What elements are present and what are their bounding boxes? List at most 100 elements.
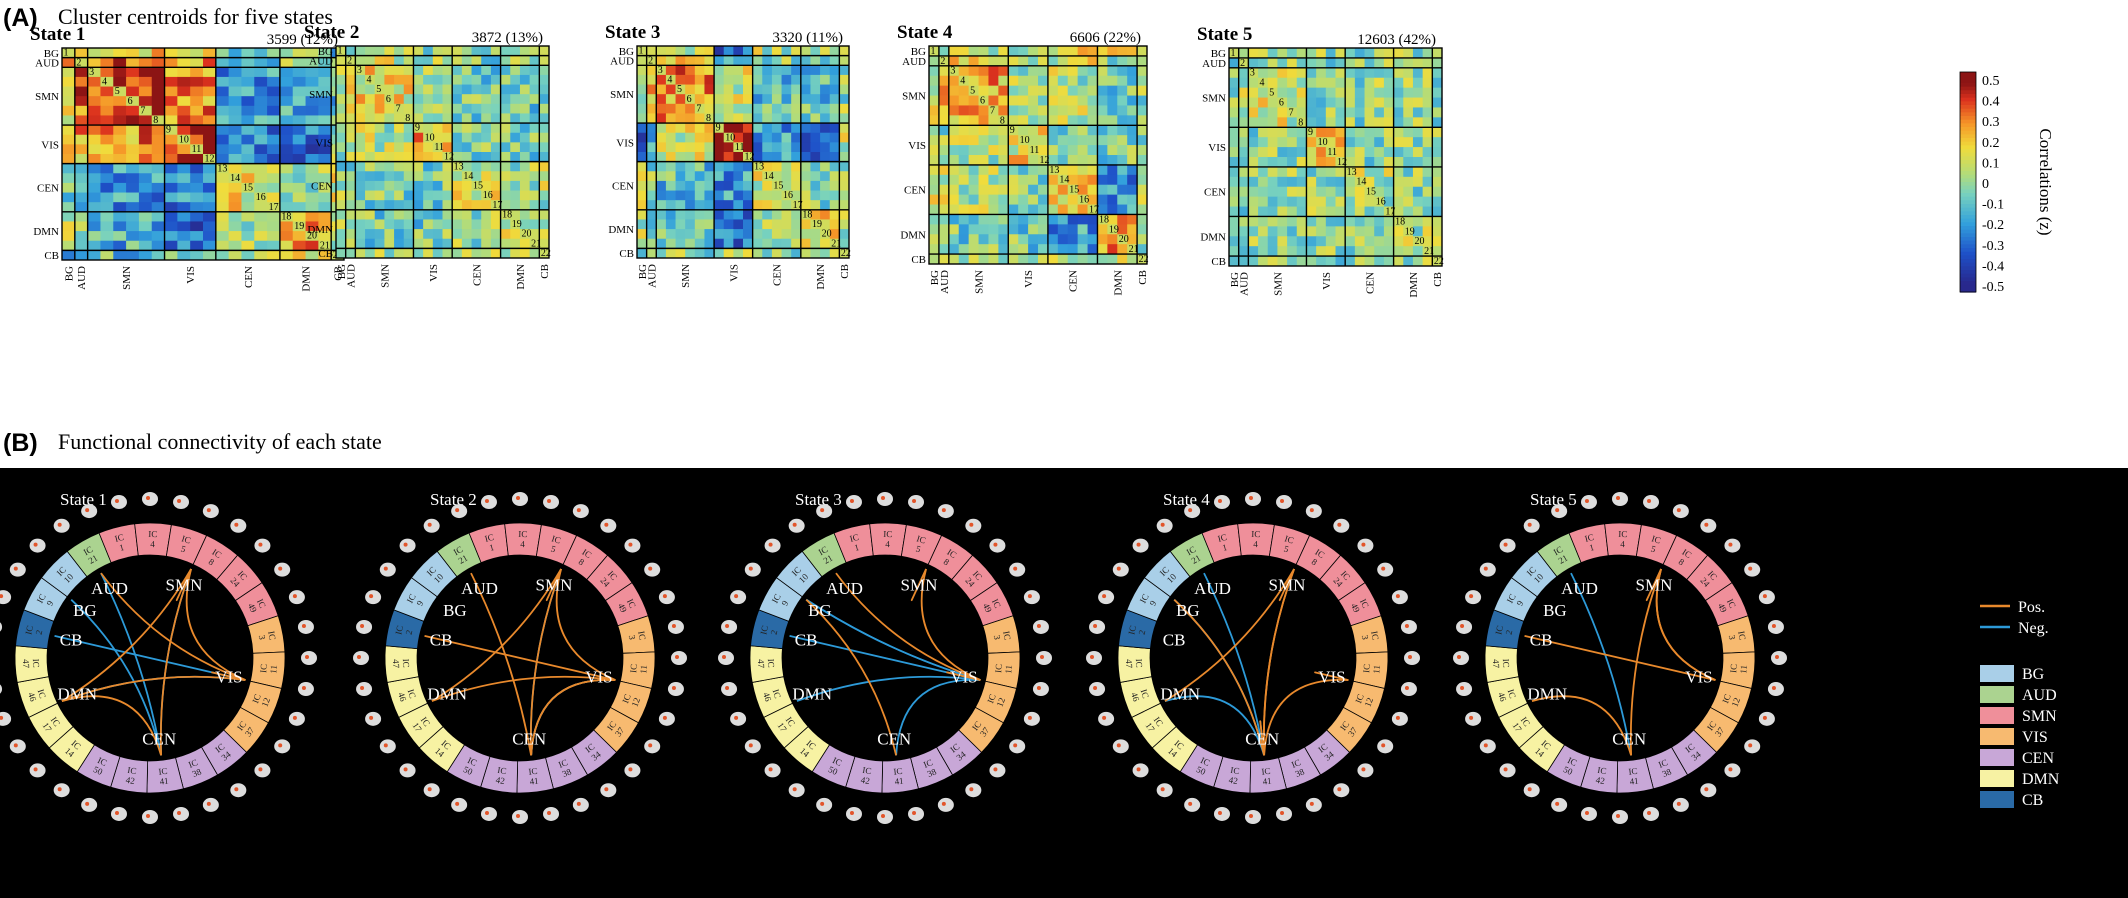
brain-thumbnail [423, 783, 440, 798]
heatmap-cell [762, 84, 773, 95]
ring-ic-prefix: IC [1650, 533, 1662, 545]
heatmap-diagonal-index: 4 [102, 77, 107, 88]
heatmap-cell [1087, 194, 1098, 205]
heatmap-cell [254, 163, 268, 174]
heatmap-cell [839, 248, 850, 259]
heatmap-cell [1393, 236, 1404, 247]
heatmap-cell [1403, 57, 1414, 69]
heatmap-cell [177, 105, 191, 116]
brain-activation-dot [1217, 810, 1222, 815]
heatmap-cell [1306, 176, 1317, 188]
ring-ic-prefix: IC [187, 757, 199, 770]
heatmap-cell [87, 250, 101, 261]
heatmap-cell [1296, 107, 1307, 118]
heatmap-cell [752, 229, 763, 240]
heatmap-cell [665, 219, 676, 230]
heatmap-cell [743, 209, 754, 220]
heatmap-cell [384, 142, 395, 153]
heatmap-col-label: BG [1229, 272, 1241, 287]
heatmap-cell [432, 190, 443, 201]
heatmap-cell [1316, 57, 1327, 69]
ring-ic-prefix: IC [1728, 663, 1739, 673]
brain-thumbnail [142, 810, 158, 824]
heatmap-cell [1067, 184, 1079, 196]
brain-thumbnail [1245, 810, 1261, 824]
ring-segment-label: IC9 [770, 592, 792, 609]
heatmap-cell [1412, 137, 1424, 148]
heatmap-cell [500, 229, 511, 240]
heatmap-cell [1383, 48, 1394, 59]
brain-activation-dot [369, 594, 374, 599]
heatmap-cell [1267, 137, 1278, 148]
colorbar-segment [1960, 134, 1976, 139]
ring-segment-label: IC21 [82, 544, 100, 566]
connectivity-chord [805, 598, 981, 681]
heatmap-cell [442, 190, 453, 201]
heatmap-cell [403, 200, 414, 211]
heatmap-cell [1374, 226, 1385, 237]
heatmap-cell [1038, 214, 1049, 225]
brain-thumbnail [1305, 797, 1322, 812]
heatmap-cell [1345, 166, 1356, 178]
heatmap-cell [723, 46, 734, 57]
heatmap-cell [1345, 107, 1356, 118]
heatmap-cell [800, 74, 811, 85]
heatmap-cell [1238, 157, 1249, 168]
heatmap-cell [529, 84, 540, 95]
colorbar-segment [1960, 182, 1976, 187]
heatmap-cell [1067, 214, 1079, 225]
heatmap-cell [637, 84, 648, 95]
heatmap-diagonal-index: 7 [396, 103, 401, 114]
heatmap-cell [190, 154, 204, 165]
heatmap-cell [190, 250, 204, 261]
legend-network-label: BG [2022, 666, 2045, 683]
network-label: CB [795, 631, 818, 650]
heatmap-cell [461, 65, 472, 76]
heatmap-cell [685, 142, 696, 153]
heatmap-cell [800, 103, 811, 114]
heatmap-cell [1374, 117, 1385, 128]
ring-ic-prefix: IC [148, 529, 157, 539]
ring-ic-number: 9 [415, 598, 426, 607]
heatmap-cell [318, 211, 332, 222]
brain-thumbnail [1643, 806, 1660, 821]
heatmap-cell [519, 248, 531, 259]
heatmap-cell [1008, 145, 1019, 156]
heatmap-cell [1028, 85, 1039, 96]
ring-segment-label: IC5 [1647, 533, 1661, 555]
heatmap-cell [1137, 214, 1148, 225]
heatmap-cell [345, 142, 356, 153]
network-label: AUD [461, 579, 498, 598]
ring-ic-prefix: IC [990, 597, 1003, 609]
heatmap-cell [1287, 67, 1298, 79]
colorbar-segment [1960, 266, 1976, 271]
heatmap-cell [978, 55, 989, 67]
heatmap-cell [781, 180, 792, 191]
heatmap-cell [1412, 166, 1424, 178]
heatmap-cell [1383, 176, 1394, 188]
heatmap-cell [1287, 107, 1298, 118]
heatmap-cell [490, 123, 501, 134]
colorbar-segment [1960, 123, 1976, 128]
ring-ic-number: 38 [1661, 766, 1674, 779]
ring-ic-prefix: IC [883, 529, 892, 539]
panel-b: (B) Functional connectivity of each stat… [0, 429, 2128, 898]
heatmap-cell [1057, 115, 1069, 126]
heatmap-cell [1117, 184, 1128, 196]
heatmap-cell [1383, 87, 1394, 98]
ring-segment-label: IC9 [1505, 592, 1527, 609]
brain-activation-dot [1102, 715, 1107, 720]
heatmap-cell [413, 180, 424, 191]
heatmap-cell [685, 123, 696, 134]
heatmap-cell [336, 55, 347, 66]
heatmap-cell [948, 125, 960, 136]
heatmap-diagonal-index: 13 [1347, 167, 1357, 178]
brain-activation-dot [57, 787, 62, 792]
heatmap-cell [490, 142, 501, 153]
heatmap-cell [215, 173, 230, 184]
heatmap-cell [714, 229, 725, 240]
brain-thumbnail [624, 538, 641, 553]
heatmap-cell [481, 152, 492, 163]
colorbar-segment [1960, 94, 1976, 99]
heatmap-cell [452, 123, 463, 134]
